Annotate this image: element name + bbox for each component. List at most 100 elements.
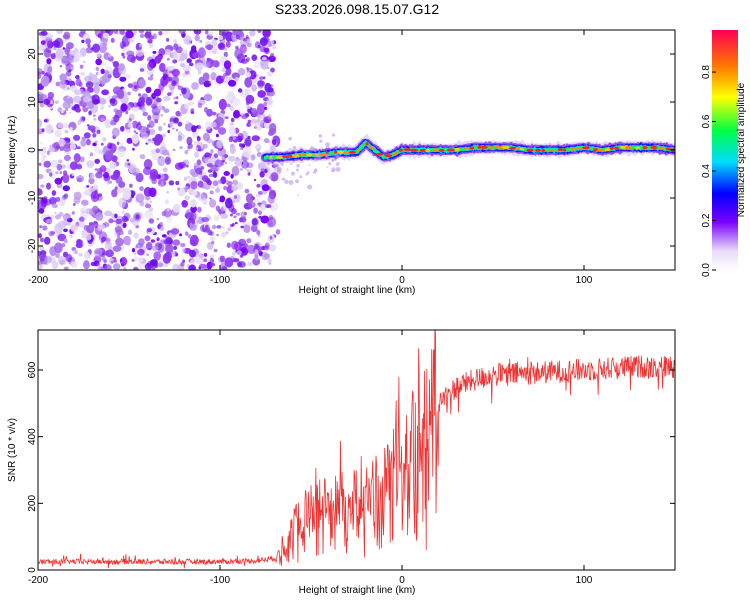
noise-speckle xyxy=(146,253,149,256)
noise-speckle xyxy=(39,245,45,251)
noise-speckle xyxy=(135,49,144,57)
noise-speckle xyxy=(228,123,232,128)
noise-speckle xyxy=(164,156,171,165)
noise-speckle xyxy=(50,214,54,220)
noise-speckle xyxy=(82,60,86,63)
noise-speckle xyxy=(261,245,265,251)
noise-speckle xyxy=(246,42,252,48)
noise-speckle xyxy=(225,197,233,209)
noise-speckle xyxy=(209,80,213,85)
noise-speckle xyxy=(216,185,220,189)
noise-speckle xyxy=(39,102,45,108)
ridge-scatter xyxy=(312,153,317,157)
noise-speckle xyxy=(49,144,52,149)
noise-speckle xyxy=(144,235,151,242)
noise-speckle xyxy=(93,255,102,264)
ridge-peak xyxy=(625,146,633,149)
noise-speckle xyxy=(56,30,63,34)
ridge-scatter xyxy=(317,154,322,159)
noise-speckle xyxy=(95,82,100,86)
noise-speckle xyxy=(221,75,226,80)
noise-speckle xyxy=(166,191,170,194)
noise-speckle xyxy=(136,123,142,130)
noise-speckle xyxy=(213,248,218,253)
noise-speckle xyxy=(94,140,98,144)
noise-speckle xyxy=(241,160,249,169)
ridge-peak xyxy=(365,142,369,146)
ridge-peak xyxy=(439,148,445,152)
ridge-scatter xyxy=(266,167,268,169)
noise-speckle xyxy=(139,33,145,39)
noise-speckle xyxy=(111,127,120,138)
noise-speckle xyxy=(151,141,155,144)
noise-speckle xyxy=(123,267,127,270)
spectrogram-x-label: Height of straight line (km) xyxy=(299,285,416,296)
noise-speckle xyxy=(92,133,97,138)
ridge-peak xyxy=(398,148,403,152)
noise-speckle xyxy=(180,63,186,68)
noise-speckle xyxy=(72,95,82,103)
ridge-peak xyxy=(480,145,488,149)
noise-speckle xyxy=(184,231,189,236)
noise-speckle xyxy=(74,51,82,59)
noise-speckle xyxy=(175,110,181,117)
noise-speckle xyxy=(41,128,45,133)
noise-speckle xyxy=(198,266,202,270)
noise-speckle xyxy=(158,83,165,91)
noise-speckle xyxy=(177,121,183,127)
noise-speckle xyxy=(221,266,228,270)
noise-speckle xyxy=(48,146,56,153)
noise-speckle xyxy=(247,261,253,266)
noise-speckle xyxy=(54,129,62,138)
noise-speckle xyxy=(138,78,147,88)
noise-speckle xyxy=(174,101,179,105)
noise-speckle xyxy=(144,203,152,209)
noise-speckle xyxy=(148,218,155,224)
noise-speckle xyxy=(184,195,190,200)
noise-speckle xyxy=(148,187,157,198)
ridge-scatter xyxy=(307,184,313,190)
noise-speckle xyxy=(126,159,130,162)
noise-speckle xyxy=(121,52,125,57)
noise-speckle xyxy=(58,80,67,89)
noise-speckle xyxy=(156,237,160,242)
ridge-peak xyxy=(593,148,598,152)
colorbar-tick-label: 0.4 xyxy=(701,164,712,178)
noise-speckle xyxy=(165,216,173,223)
ridge-peak xyxy=(515,147,519,151)
noise-speckle xyxy=(55,196,61,202)
noise-speckle xyxy=(148,120,155,128)
noise-speckle xyxy=(263,253,270,259)
noise-speckle xyxy=(233,111,240,119)
noise-speckle xyxy=(120,103,128,112)
noise-speckle xyxy=(143,159,153,170)
noise-speckle xyxy=(269,145,276,153)
noise-speckle xyxy=(134,252,137,255)
noise-speckle xyxy=(217,42,226,51)
ridge-scatter xyxy=(296,168,299,172)
noise-speckle xyxy=(38,233,42,239)
noise-speckle xyxy=(39,225,43,229)
ridge-peak xyxy=(509,146,517,150)
noise-speckle xyxy=(186,58,192,64)
noise-speckle xyxy=(266,98,274,107)
noise-speckle xyxy=(175,46,183,54)
noise-speckle xyxy=(76,146,81,150)
ridge-peak xyxy=(541,149,546,152)
noise-speckle xyxy=(69,222,79,233)
noise-speckle xyxy=(210,254,214,259)
noise-speckle xyxy=(213,214,220,222)
noise-speckle xyxy=(96,129,101,134)
ridge-peak xyxy=(454,147,460,151)
noise-speckle xyxy=(63,154,71,162)
noise-speckle xyxy=(164,251,172,261)
noise-speckle xyxy=(44,236,51,245)
noise-speckle xyxy=(73,153,81,163)
noise-speckle xyxy=(251,111,259,117)
noise-speckle xyxy=(92,142,97,147)
noise-speckle xyxy=(62,173,70,184)
noise-speckle xyxy=(63,228,68,233)
noise-speckle xyxy=(104,118,112,129)
ridge-scatter xyxy=(335,167,341,172)
noise-speckle xyxy=(38,188,43,196)
